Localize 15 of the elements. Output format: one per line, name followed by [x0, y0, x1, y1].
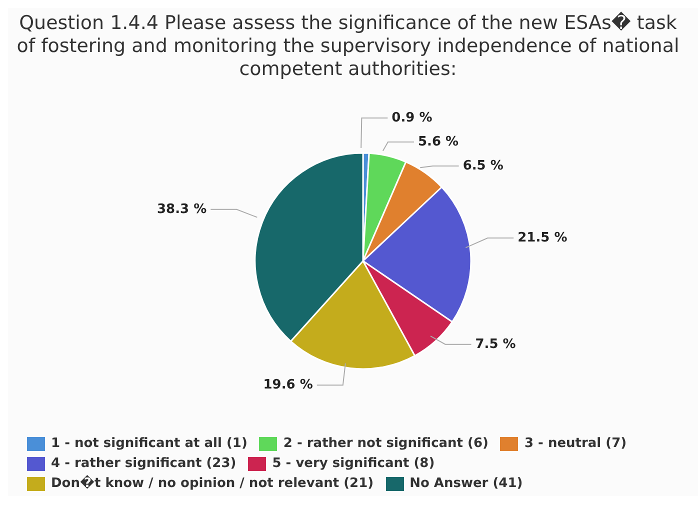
legend-label: No Answer (41): [408, 476, 523, 491]
data-label: 19.6 %: [263, 378, 313, 393]
chart-title: Question 1.4.4 Please assess the significance of the new ESAs� task of fostering and monitoring the supervisory independence of national competent authorities:: [16, 10, 680, 81]
data-label: 21.5 %: [518, 230, 568, 246]
legend-label: 1 - not significant at all (1): [50, 436, 248, 451]
data-label: 0.9 %: [392, 110, 432, 126]
data-label: 38.3 %: [156, 202, 207, 217]
legend-label: Don�t know / no opinion / not relevant (21): [50, 476, 374, 491]
data-label: 6.5 %: [462, 158, 504, 174]
legend-label: 2 - rather not significant (6): [282, 436, 488, 451]
data-label: 5.6 %: [418, 134, 459, 150]
legend-label: 3 - neutral (7): [523, 436, 627, 451]
legend-label: 4 - rather significant (23): [50, 456, 236, 471]
legend-label: 5 - very significant (8): [271, 456, 435, 471]
data-label: 7.5 %: [475, 336, 516, 352]
